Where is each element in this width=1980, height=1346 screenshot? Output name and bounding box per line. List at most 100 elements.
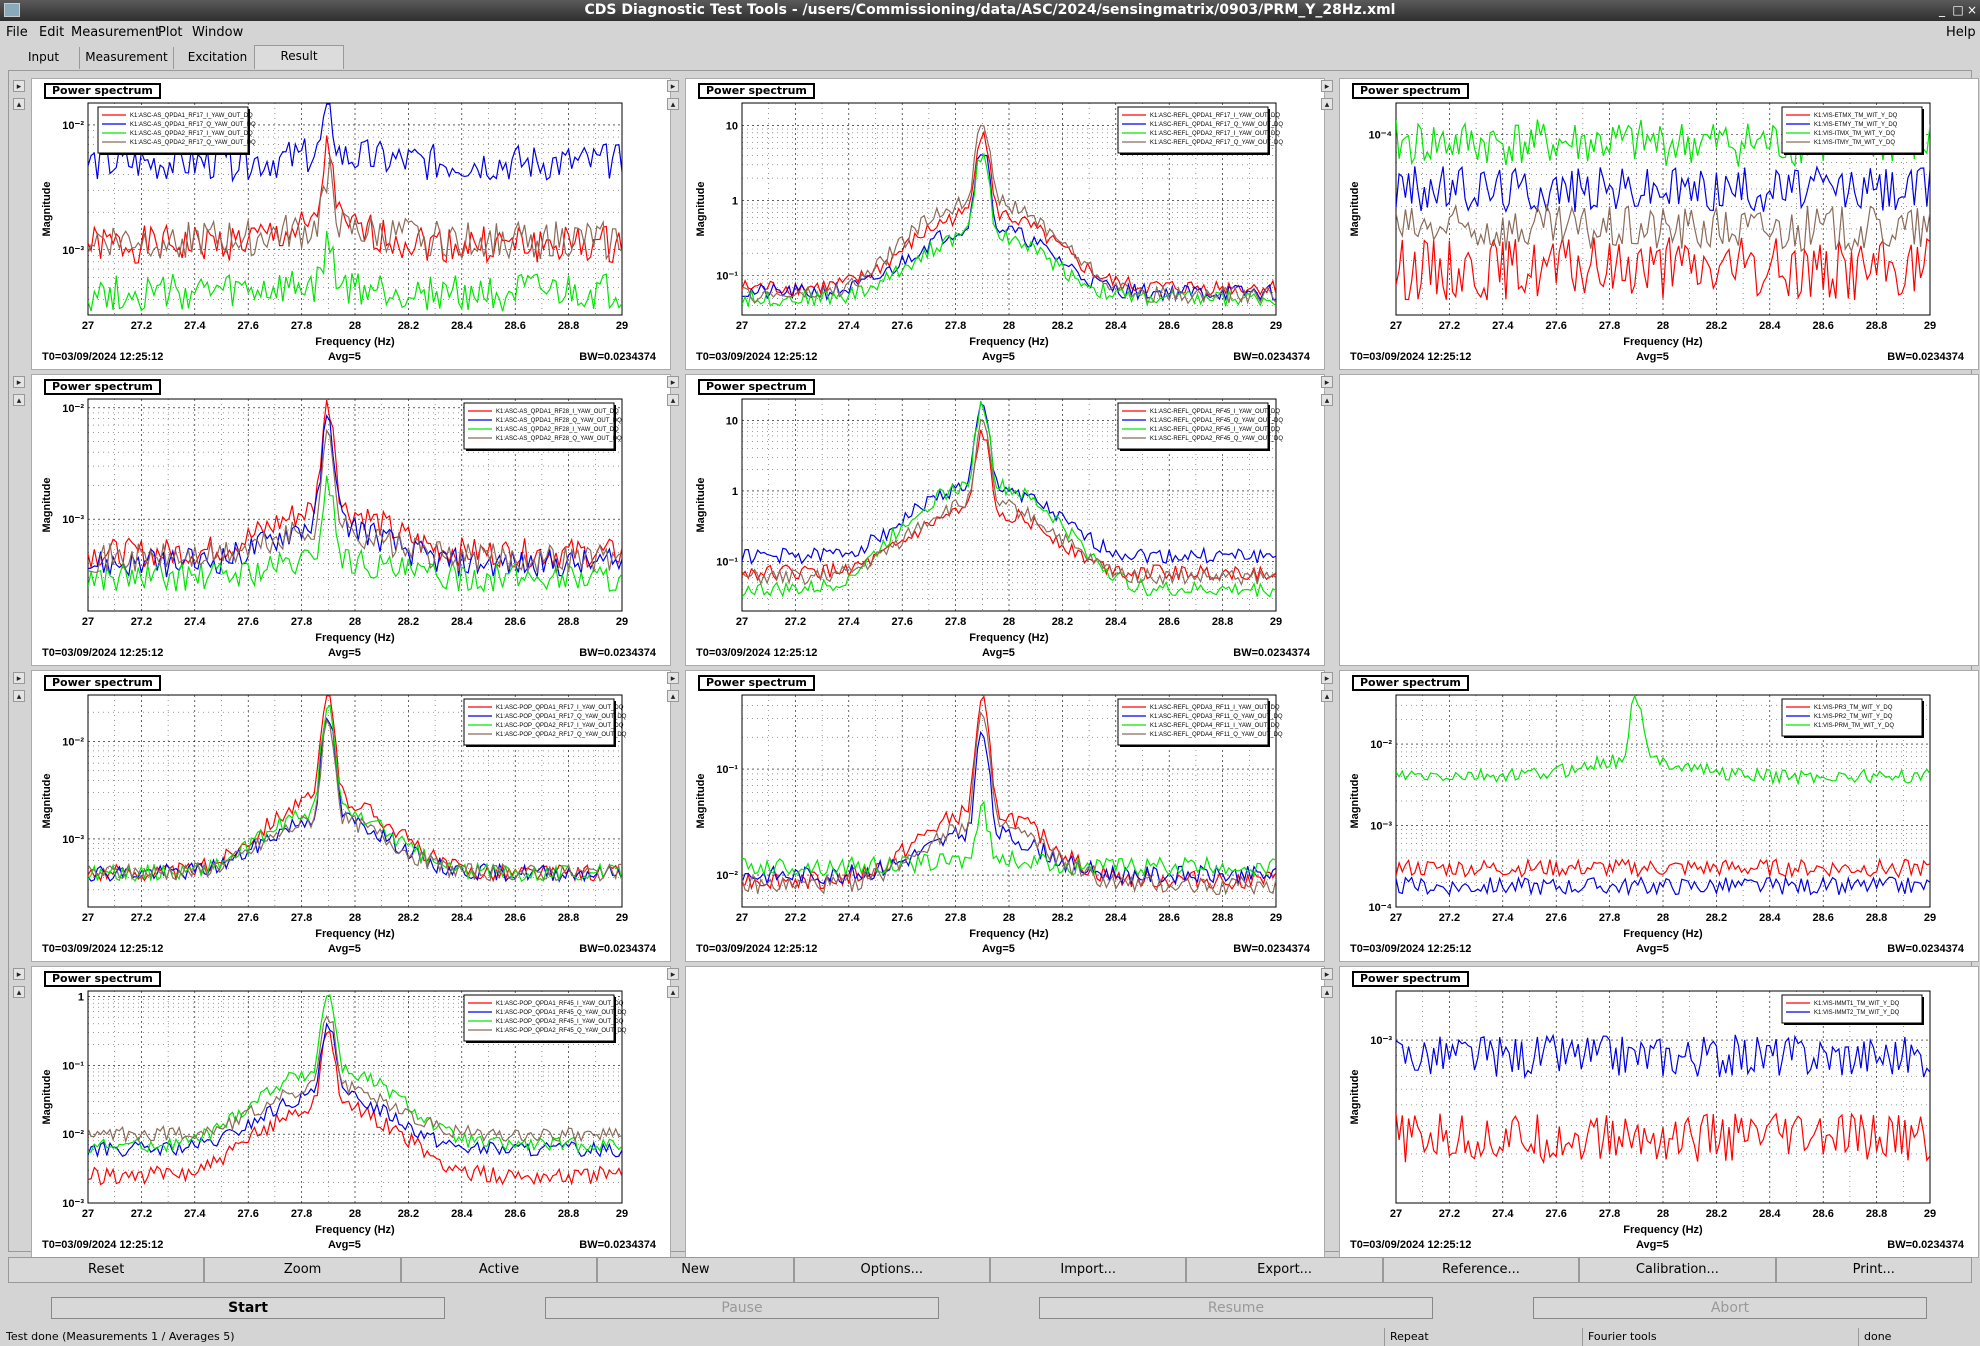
- series-line-brown: [742, 124, 1276, 305]
- panel-expand-icon[interactable]: ▸: [13, 672, 25, 684]
- panel-label[interactable]: Power spectrum: [44, 675, 161, 691]
- panel-label[interactable]: Power spectrum: [44, 971, 161, 987]
- power-spectrum-chart[interactable]: 27 27.2 27.4 27.6 27.8 28 28.2 28.4 28.6 28.8 29 10…: [32, 375, 670, 665]
- t0-label: T0=03/09/2024 12:25:12: [1350, 943, 1472, 955]
- power-spectrum-chart[interactable]: 27 27.2 27.4 27.6 27.8 28 28.2 28.4 28.6 28.8 29 10…: [1340, 671, 1978, 961]
- series-line-green: [88, 994, 622, 1154]
- active-button[interactable]: Active: [400, 1257, 598, 1283]
- menu-help[interactable]: Help: [1946, 25, 1976, 40]
- panel-up-icon[interactable]: ▴: [1321, 394, 1333, 406]
- plot-panel-row2-col3[interactable]: [1339, 374, 1979, 666]
- panel-label[interactable]: Power spectrum: [44, 83, 161, 99]
- plot-panel-row2-col1[interactable]: Power spectrum 27 27.2 27.4 27.6 27.8 28 28.2 28…: [31, 374, 671, 666]
- calibration-button[interactable]: Calibration...: [1579, 1257, 1776, 1283]
- plot-panel-row3-col1[interactable]: Power spectrum 27 27.2 27.4 27.6 27.8 28 28.2 28…: [31, 670, 671, 962]
- reference-button[interactable]: Reference...: [1382, 1257, 1580, 1283]
- menu-edit[interactable]: Edit: [39, 25, 65, 40]
- reset-button[interactable]: Reset: [8, 1257, 205, 1283]
- panel-up-icon[interactable]: ▴: [1321, 98, 1333, 110]
- panel-label[interactable]: Power spectrum: [1352, 83, 1469, 99]
- panel-up-icon[interactable]: ▴: [667, 394, 679, 406]
- close-icon[interactable]: ×: [1966, 3, 1978, 17]
- panel-expand-icon[interactable]: ▸: [13, 376, 25, 388]
- power-spectrum-chart[interactable]: 27 27.2 27.4 27.6 27.8 28 28.2 28.4 28.6 28.8 29 10…: [1340, 967, 1978, 1257]
- plot-panel-row1-col2[interactable]: Power spectrum 27 27.2 27.4 27.6 27.8 28 28.2 28…: [685, 78, 1325, 370]
- y-tick-label: 10⁻³: [1370, 1035, 1392, 1047]
- panel-expand-icon[interactable]: ▸: [1321, 672, 1333, 684]
- legend-entry: K1:VIS-PR2_TM_WIT_Y_DQ: [1814, 714, 1893, 720]
- zoom-button[interactable]: Zoom: [204, 1257, 401, 1283]
- y-tick-label: 10⁻¹: [62, 1060, 84, 1072]
- abort-button[interactable]: Abort: [1533, 1297, 1927, 1319]
- panel-up-icon[interactable]: ▴: [1321, 690, 1333, 702]
- panel-up-icon[interactable]: ▴: [13, 394, 25, 406]
- export-button[interactable]: Export...: [1186, 1257, 1383, 1283]
- panel-label[interactable]: Power spectrum: [1352, 971, 1469, 987]
- avg-label: Avg=5: [982, 943, 1015, 955]
- x-tick-label: 27.4: [1492, 320, 1514, 332]
- menu-window[interactable]: Window: [192, 25, 244, 40]
- panel-label[interactable]: Power spectrum: [1352, 675, 1469, 691]
- legend-entry: K1:ASC-REFL_QPDA4_RF11_Q_YAW_OUT_DQ: [1150, 732, 1283, 738]
- plot-panel-row1-col3[interactable]: Power spectrum 27 27.2 27.4 27.6 27.8 28 28.2 28…: [1339, 78, 1979, 370]
- print-button[interactable]: Print...: [1775, 1257, 1972, 1283]
- panel-expand-icon[interactable]: ▸: [667, 376, 679, 388]
- status-message: Test done (Measurements 1 / Averages 5): [6, 1330, 235, 1343]
- minimize-icon[interactable]: _: [1939, 3, 1945, 17]
- legend-entry: K1:ASC-AS_QPDA1_RF28_Q_YAW_OUT_DQ: [496, 418, 622, 424]
- panel-up-icon[interactable]: ▴: [1321, 986, 1333, 998]
- tab-input[interactable]: Input: [8, 47, 80, 69]
- plot-panel-row3-col2[interactable]: Power spectrum 27 27.2 27.4 27.6 27.8 28 28.2 28…: [685, 670, 1325, 962]
- tab-excitation[interactable]: Excitation: [174, 47, 262, 69]
- power-spectrum-chart[interactable]: 27 27.2 27.4 27.6 27.8 28 28.2 28.4 28.6 28.8 29 10…: [1340, 79, 1978, 369]
- y-tick-label: 10⁻²: [62, 403, 84, 415]
- app-icon[interactable]: [4, 3, 20, 17]
- panel-up-icon[interactable]: ▴: [667, 98, 679, 110]
- power-spectrum-chart[interactable]: 27 27.2 27.4 27.6 27.8 28 28.2 28.4 28.6 28.8 29 1 1…: [32, 967, 670, 1257]
- pause-button[interactable]: Pause: [545, 1297, 939, 1319]
- panel-expand-icon[interactable]: ▸: [667, 968, 679, 980]
- maximize-icon[interactable]: □: [1952, 3, 1964, 17]
- resume-button[interactable]: Resume: [1039, 1297, 1433, 1319]
- panel-expand-icon[interactable]: ▸: [13, 80, 25, 92]
- power-spectrum-chart[interactable]: 27 27.2 27.4 27.6 27.8 28 28.2 28.4 28.6 28.8 29 10…: [32, 671, 670, 961]
- menu-measurement[interactable]: Measurement: [71, 25, 161, 40]
- panel-expand-icon[interactable]: ▸: [667, 80, 679, 92]
- plot-panel-row3-col3[interactable]: Power spectrum 27 27.2 27.4 27.6 27.8 28 28.2 28…: [1339, 670, 1979, 962]
- y-tick-label: 10⁻⁴: [1369, 902, 1392, 914]
- panel-expand-icon[interactable]: ▸: [1321, 376, 1333, 388]
- panel-up-icon[interactable]: ▴: [13, 98, 25, 110]
- bw-label: BW=0.0234374: [1233, 351, 1310, 363]
- panel-expand-icon[interactable]: ▸: [13, 968, 25, 980]
- import-button[interactable]: Import...: [990, 1257, 1187, 1283]
- panel-expand-icon[interactable]: ▸: [1321, 80, 1333, 92]
- panel-label[interactable]: Power spectrum: [698, 675, 815, 691]
- panel-label[interactable]: Power spectrum: [698, 379, 815, 395]
- menu-file[interactable]: File: [6, 25, 28, 40]
- power-spectrum-chart[interactable]: 27 27.2 27.4 27.6 27.8 28 28.2 28.4 28.6 28.8 29 10…: [686, 79, 1324, 369]
- tab-measurement[interactable]: Measurement: [80, 47, 174, 69]
- tab-result[interactable]: Result: [254, 45, 344, 69]
- panel-up-icon[interactable]: ▴: [13, 690, 25, 702]
- plot-panel-row4-col2[interactable]: [685, 966, 1325, 1258]
- start-button[interactable]: Start: [51, 1297, 445, 1319]
- panel-label[interactable]: Power spectrum: [698, 83, 815, 99]
- panel-label[interactable]: Power spectrum: [44, 379, 161, 395]
- power-spectrum-chart[interactable]: 27 27.2 27.4 27.6 27.8 28 28.2 28.4 28.6 28.8 29 10…: [686, 671, 1324, 961]
- plot-panel-row4-col3[interactable]: Power spectrum 27 27.2 27.4 27.6 27.8 28 28.2 28…: [1339, 966, 1979, 1258]
- panel-expand-icon[interactable]: ▸: [667, 672, 679, 684]
- panel-expand-icon[interactable]: ▸: [1321, 968, 1333, 980]
- plot-panel-row1-col1[interactable]: Power spectrum 27 27.2 27.4 27.6 27.8 28 28.2 28…: [31, 78, 671, 370]
- panel-up-icon[interactable]: ▴: [667, 986, 679, 998]
- panel-up-icon[interactable]: ▴: [667, 690, 679, 702]
- menu-plot[interactable]: Plot: [158, 25, 183, 40]
- options-button[interactable]: Options...: [793, 1257, 990, 1283]
- plot-panel-row2-col2[interactable]: Power spectrum 27 27.2 27.4 27.6 27.8 28 28.2 28…: [685, 374, 1325, 666]
- panel-up-icon[interactable]: ▴: [13, 986, 25, 998]
- power-spectrum-chart[interactable]: 27 27.2 27.4 27.6 27.8 28 28.2 28.4 28.6 28.8 29 10…: [686, 375, 1324, 665]
- bw-label: BW=0.0234374: [579, 351, 656, 363]
- x-tick-label: 27.2: [131, 320, 152, 332]
- new-button[interactable]: New: [597, 1257, 794, 1283]
- plot-panel-row4-col1[interactable]: Power spectrum 27 27.2 27.4 27.6 27.8 28 28.2 28…: [31, 966, 671, 1258]
- power-spectrum-chart[interactable]: 27 27.2 27.4 27.6 27.8 28 28.2 28.4 28.6 28.8 29 10…: [32, 79, 670, 369]
